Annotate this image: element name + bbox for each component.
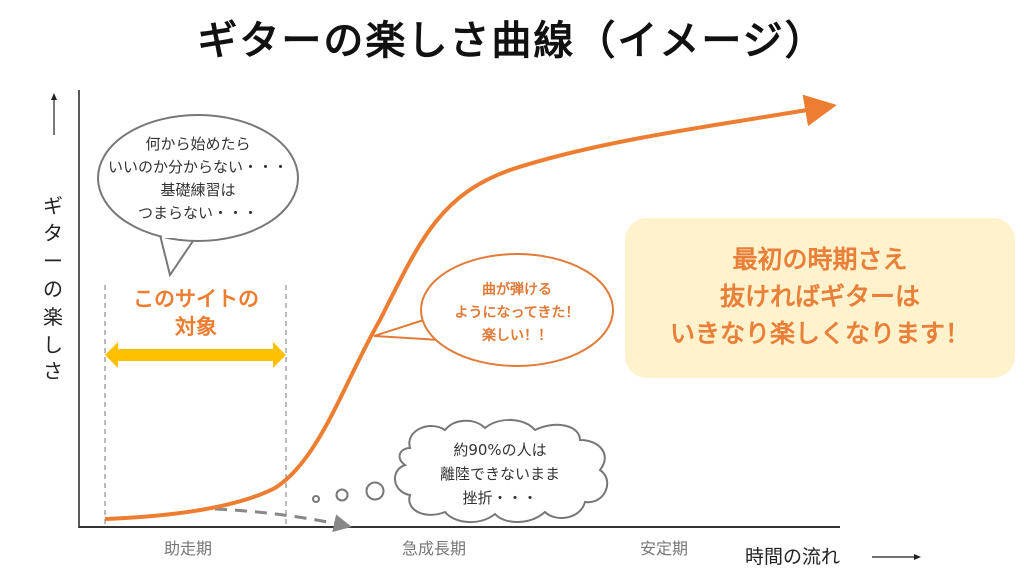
y-axis-label: ギ タ ー の 楽 し さ — [43, 93, 63, 383]
page-title: ギターの楽しさ曲線（イメージ） — [197, 18, 827, 64]
svg-text:抜ければギターは: 抜ければギターは — [720, 282, 920, 311]
happy-speech-bubble: 曲が弾ける ようになってきた！ 楽しい！！ — [373, 253, 614, 367]
svg-text:の: の — [43, 277, 63, 301]
svg-text:挫折・・・: 挫折・・・ — [462, 489, 537, 507]
svg-text:楽しい！！: 楽しい！！ — [481, 327, 552, 344]
svg-text:何から始めたら: 何から始めたら — [145, 135, 250, 153]
speech-bubble: 何から始めたら いいのか分からない・・・ 基礎練習は つまらない・・・ — [97, 114, 299, 278]
target-label: 対象 — [175, 315, 217, 339]
svg-text:約90%の人は: 約90%の人は — [453, 441, 546, 459]
thought-cloud: 約90%の人は 離陸できないまま 挫折・・・ — [312, 419, 609, 523]
phase-label: 助走期 — [164, 539, 212, 558]
dropout-arrow — [214, 507, 352, 532]
phase-label: 急成長期 — [402, 539, 466, 558]
svg-text:タ: タ — [43, 221, 63, 245]
target-range-arrow — [105, 342, 286, 368]
svg-text:つまらない・・・: つまらない・・・ — [138, 204, 258, 222]
svg-text:離陸できないまま: 離陸できないまま — [440, 465, 560, 483]
svg-text:最初の時期さえ: 最初の時期さえ — [732, 245, 907, 274]
x-axis-label: 時間の流れ — [745, 546, 840, 568]
svg-text:楽: 楽 — [43, 305, 63, 329]
svg-text:ギ: ギ — [43, 194, 63, 218]
fun-curve — [104, 94, 837, 521]
message-box: 最初の時期さえ 抜ければギターは いきなり楽しくなります！ — [625, 218, 1015, 378]
svg-text:基礎練習は: 基礎練習は — [160, 181, 235, 199]
svg-text:ようになってきた！: ようになってきた！ — [455, 305, 580, 321]
svg-text:し: し — [43, 333, 63, 357]
target-label: このサイトの — [133, 287, 259, 311]
svg-text:曲が弾ける: 曲が弾ける — [482, 281, 552, 298]
phase-label: 安定期 — [640, 539, 688, 558]
svg-text:いきなり楽しくなります！: いきなり楽しくなります！ — [670, 319, 970, 348]
svg-text:さ: さ — [43, 359, 63, 383]
svg-text:いいのか分からない・・・: いいのか分からない・・・ — [108, 158, 288, 176]
svg-text:ー: ー — [43, 249, 63, 273]
